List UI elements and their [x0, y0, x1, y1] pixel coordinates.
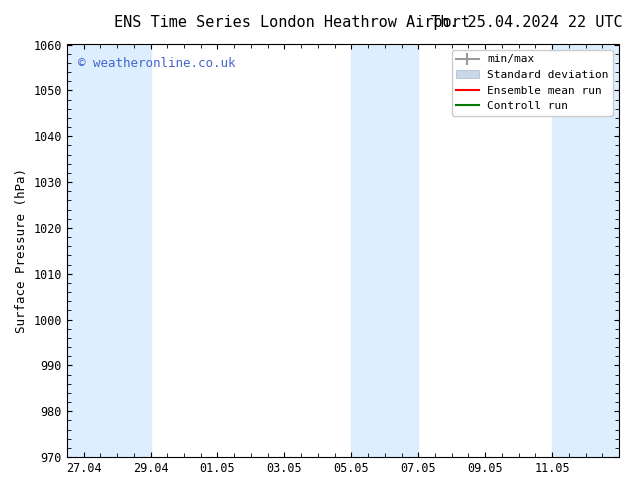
- Bar: [351, 45, 418, 457]
- Text: ENS Time Series London Heathrow Airport: ENS Time Series London Heathrow Airport: [114, 15, 470, 30]
- Legend: min/max, Standard deviation, Ensemble mean run, Controll run: min/max, Standard deviation, Ensemble me…: [452, 50, 614, 116]
- Text: Th. 25.04.2024 22 UTC: Th. 25.04.2024 22 UTC: [431, 15, 623, 30]
- Y-axis label: Surface Pressure (hPa): Surface Pressure (hPa): [15, 169, 28, 333]
- Bar: [552, 45, 634, 457]
- Bar: [67, 45, 150, 457]
- Text: © weatheronline.co.uk: © weatheronline.co.uk: [78, 57, 235, 70]
